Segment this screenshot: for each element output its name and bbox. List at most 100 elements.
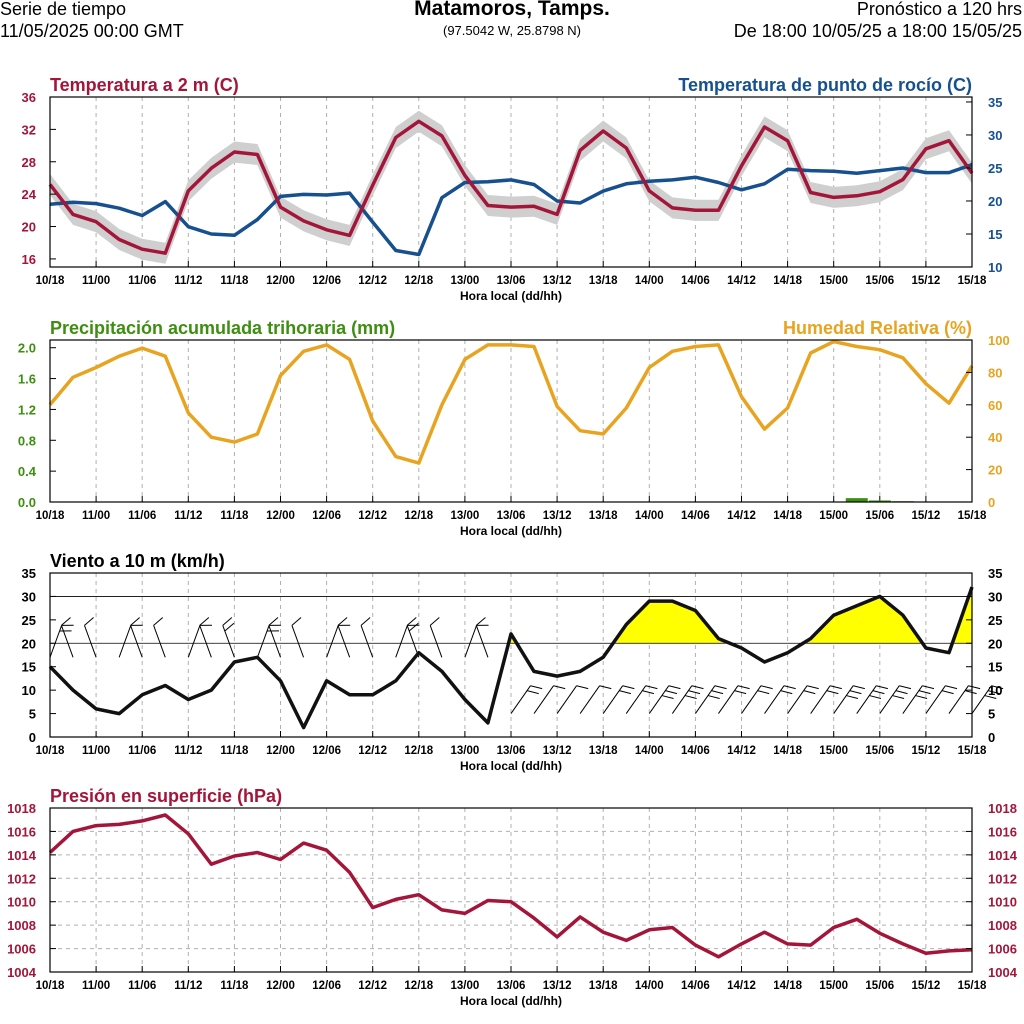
y-tick-label-left: 32 [22, 122, 36, 137]
wind-barb-staff [948, 685, 969, 714]
wind-barb-staff [222, 625, 235, 658]
x-tick-label: 11/00 [82, 510, 110, 522]
wind-barb-flag [691, 685, 704, 690]
x-tick-label: 14/18 [773, 980, 802, 992]
x-tick-label: 12/00 [266, 275, 295, 287]
x-tick-label: 11/12 [174, 745, 202, 757]
wind-barb-flag [665, 690, 678, 695]
wind-barb-flag [688, 690, 701, 695]
x-tick-label: 11/00 [82, 980, 110, 992]
wind-barb-flag [987, 690, 1000, 695]
humidity-title: Humedad Relativa (%) [783, 318, 972, 338]
x-tick-label: 11/18 [220, 745, 249, 757]
y-tick-label-right: 1008 [988, 918, 1017, 933]
x-tick-label: 12/18 [404, 745, 433, 757]
y-tick-label-right: 40 [988, 430, 1002, 445]
wind-barb-staff [833, 685, 854, 714]
wind-barb-flag [991, 685, 1004, 690]
x-tick-label: 13/00 [451, 980, 480, 992]
wind-title: Viento a 10 m (km/h) [50, 551, 225, 571]
y-tick-label-left: 10 [22, 683, 36, 698]
wind-barb-flag [199, 617, 210, 626]
y-tick-label-left: 1006 [7, 942, 36, 957]
y-tick-label-left: 30 [22, 589, 36, 604]
wind-barb-flag [945, 685, 958, 690]
y-tick-label-left: 24 [22, 187, 37, 202]
wind-barb-flag [530, 685, 543, 690]
wind-barb-flag [222, 617, 233, 626]
x-tick-label: 14/00 [635, 275, 664, 287]
panel-border [49, 807, 973, 973]
wind-barb-flag [922, 685, 935, 690]
wind-barb-flag [714, 685, 727, 690]
wind-series-line [48, 586, 974, 730]
panel-border [49, 339, 973, 503]
header-run-time: 11/05/2025 00:00 GMT [0, 21, 184, 41]
wind-barb-flag [846, 695, 859, 699]
x-tick-label: 15/18 [958, 745, 987, 757]
y-tick-label-left: 15 [22, 660, 36, 675]
x-tick-label: 12/12 [358, 980, 387, 992]
wind-barb-staff [326, 625, 339, 658]
wind-barb-flag [130, 617, 140, 626]
y-tick-label-left: 1018 [7, 801, 36, 816]
wind-barb-flag [645, 685, 658, 690]
y-tick-label-left: 0.8 [18, 433, 36, 448]
y-tick-label-right: 15 [988, 227, 1002, 242]
y-tick-label-right: 5 [988, 707, 995, 722]
wind-barb-staff [510, 685, 531, 714]
wind-barb-flag [429, 617, 440, 626]
x-tick-label: 15/18 [958, 275, 987, 287]
y-tick-label-right: 20 [988, 636, 1002, 651]
wind-barb-staff [429, 625, 443, 658]
y-tick-label-left: 1.6 [18, 372, 36, 387]
x-tick-label: 11/06 [128, 510, 156, 522]
x-tick-label: 14/18 [773, 275, 802, 287]
wind-barb-staff [395, 625, 408, 658]
wind-barb-flag [984, 695, 997, 699]
wind-barb-staff [925, 685, 946, 714]
wind-barb-staff [118, 625, 132, 658]
wind-barb-flag [291, 617, 302, 626]
y-tick-label-right: 35 [988, 95, 1002, 110]
header-center: Matamoros, Tamps. (97.5042 W, 25.8798 N) [0, 0, 1024, 42]
wind-barb-flag [661, 695, 674, 699]
header-forecast-range: Pronóstico a 120 hrs [856, 0, 1022, 19]
x-tick-label: 11/06 [128, 745, 156, 757]
x-axis-label: Hora local (dd/hh) [460, 759, 562, 773]
y-tick-label-right: 0 [988, 495, 995, 510]
y-tick-label-left: 1014 [7, 848, 37, 863]
wind-barb-staff [741, 685, 762, 714]
wind-barb-flag [84, 617, 94, 626]
y-tick-label-right: 1014 [988, 848, 1018, 863]
wind-barb-staff [556, 685, 578, 714]
wind-barb-flag [599, 685, 612, 690]
wind-barb-flag [826, 690, 839, 695]
wind-barb-staff [187, 625, 201, 658]
wind-barb-staff [787, 685, 808, 714]
x-tick-label: 12/12 [358, 510, 387, 522]
y-tick-label-right: 1004 [988, 965, 1018, 980]
wind-barb-flag [941, 690, 954, 695]
x-tick-label: 15/12 [912, 980, 941, 992]
y-tick-label-left: 20 [22, 220, 36, 235]
x-tick-label: 12/06 [312, 745, 341, 757]
y-tick-label-right: 1006 [988, 942, 1017, 957]
x-tick-label: 15/06 [865, 275, 894, 287]
header-coords: (97.5042 W, 25.8798 N) [442, 23, 582, 38]
wind-barb-flag [964, 690, 977, 695]
x-tick-label: 14/12 [727, 510, 756, 522]
page-title: Matamoros, Tamps. [414, 0, 610, 20]
x-tick-label: 13/06 [497, 745, 526, 757]
wind-barb-flag [803, 690, 816, 695]
wind-barb-flag [849, 690, 862, 695]
wind-barb-staff [810, 685, 831, 714]
wind-barb-flag [892, 695, 905, 699]
x-tick-label: 13/00 [451, 745, 480, 757]
x-tick-label: 14/12 [727, 745, 756, 757]
x-tick-label: 15/00 [819, 510, 848, 522]
x-tick-label: 12/00 [266, 510, 295, 522]
x-tick-label: 14/00 [635, 980, 664, 992]
dewpoint-title: Temperatura de punto de rocío (C) [678, 75, 972, 95]
